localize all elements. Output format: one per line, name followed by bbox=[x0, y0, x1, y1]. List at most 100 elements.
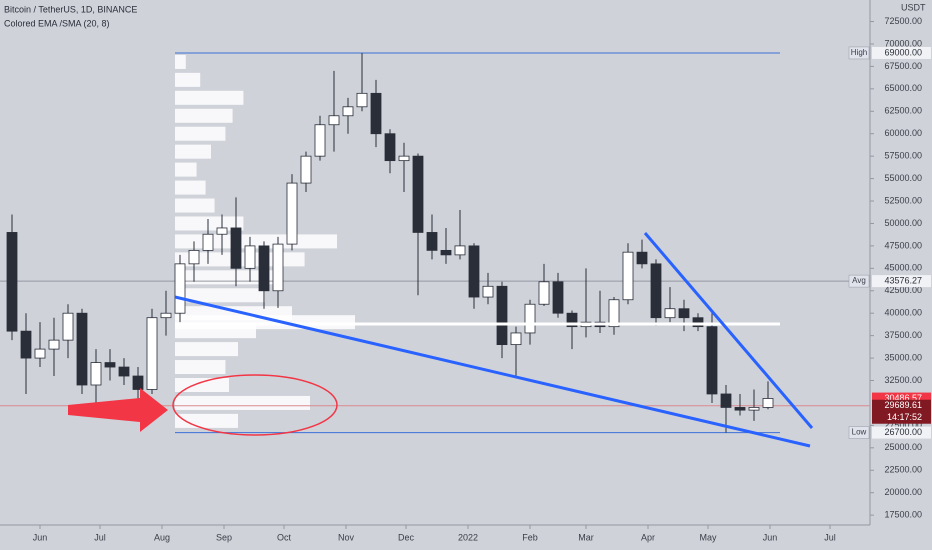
y-tick-label: 27500.00 bbox=[884, 420, 922, 430]
price-badge-label: 30486.57 bbox=[884, 393, 922, 403]
candle-body bbox=[342, 106, 354, 117]
countdown: 14:17:52 bbox=[887, 412, 922, 422]
candle-body bbox=[538, 281, 550, 305]
y-tick-label: 22500.00 bbox=[884, 465, 922, 475]
currency-label: USDT bbox=[901, 2, 926, 12]
candle-body bbox=[160, 312, 172, 319]
candle-body bbox=[454, 245, 466, 256]
candle-body bbox=[678, 308, 690, 319]
y-tick-label: 55000.00 bbox=[884, 173, 922, 183]
x-tick-label: Feb bbox=[522, 532, 538, 542]
volume-bar bbox=[175, 72, 201, 87]
price-tag-label: Avg bbox=[852, 276, 866, 285]
y-tick-label: 42500.00 bbox=[884, 285, 922, 295]
y-tick-label: 40000.00 bbox=[884, 308, 922, 318]
y-tick-label: 62500.00 bbox=[884, 106, 922, 116]
y-tick-label: 72500.00 bbox=[884, 16, 922, 26]
candle-body bbox=[90, 362, 102, 386]
candle-body bbox=[734, 407, 746, 411]
volume-bar bbox=[175, 378, 229, 392]
volume-bar bbox=[175, 306, 292, 321]
candle-body bbox=[104, 362, 116, 368]
volume-bar bbox=[175, 234, 337, 249]
x-tick-label: Jun bbox=[763, 532, 778, 542]
volume-bar bbox=[175, 54, 186, 69]
candle-body bbox=[706, 326, 718, 395]
candle-body bbox=[76, 312, 88, 386]
y-tick-label: 37500.00 bbox=[884, 330, 922, 340]
candle-body bbox=[216, 227, 228, 235]
candle-body bbox=[132, 375, 144, 390]
volume-bar bbox=[175, 395, 310, 410]
candle-body bbox=[370, 92, 382, 135]
volume-bar bbox=[175, 162, 197, 177]
volume-bar bbox=[175, 360, 226, 375]
candle-body bbox=[188, 249, 200, 265]
arrow bbox=[68, 388, 168, 432]
candle-body bbox=[272, 243, 284, 292]
price-badge-label: 26700.00 bbox=[884, 427, 922, 437]
volume-bar bbox=[175, 342, 238, 357]
candle-body bbox=[48, 339, 60, 350]
x-tick-label: Apr bbox=[641, 532, 655, 542]
indicator-title: Colored EMA /SMA (20, 8) bbox=[4, 18, 110, 28]
y-tick-label: 17500.00 bbox=[884, 510, 922, 520]
highlight-ellipse bbox=[172, 374, 338, 436]
candle-body bbox=[608, 299, 620, 328]
candle-body bbox=[314, 124, 326, 157]
candle-body bbox=[244, 245, 256, 269]
y-tick-label: 45000.00 bbox=[884, 263, 922, 273]
candle-body bbox=[34, 348, 46, 359]
x-tick-label: Jun bbox=[33, 532, 48, 542]
volume-bar bbox=[175, 90, 244, 105]
candle-body bbox=[174, 263, 186, 314]
candle-body bbox=[482, 285, 494, 298]
y-tick-label: 65000.00 bbox=[884, 83, 922, 93]
price-badge bbox=[872, 46, 931, 59]
candle-body bbox=[384, 133, 396, 162]
trend-line bbox=[643, 232, 814, 429]
candle-body bbox=[258, 245, 270, 292]
candle-body bbox=[20, 330, 32, 359]
y-tick-label: 20000.00 bbox=[884, 487, 922, 497]
candle-body bbox=[664, 308, 676, 319]
volume-bar bbox=[175, 216, 244, 231]
y-tick-label: 47500.00 bbox=[884, 240, 922, 250]
x-tick-label: 2022 bbox=[458, 532, 478, 542]
candle-body bbox=[412, 155, 424, 233]
candle-body bbox=[202, 233, 214, 251]
candle-body bbox=[398, 155, 410, 162]
symbol-title: Bitcoin / TetherUS, 1D, BINANCE bbox=[4, 4, 137, 14]
price-badge bbox=[872, 426, 931, 439]
candle-body bbox=[62, 312, 74, 341]
candle-body bbox=[118, 366, 130, 377]
candle-body bbox=[552, 281, 564, 314]
volume-bar bbox=[175, 108, 233, 123]
x-tick-label: Aug bbox=[154, 532, 170, 542]
x-tick-label: Jul bbox=[94, 532, 106, 542]
price-tag-label: High bbox=[851, 48, 867, 57]
x-tick-label: May bbox=[699, 532, 717, 542]
candle-body bbox=[524, 303, 536, 334]
x-tick-label: Nov bbox=[338, 532, 355, 542]
x-tick-label: Oct bbox=[277, 532, 292, 542]
y-tick-label: 25000.00 bbox=[884, 442, 922, 452]
candle-body bbox=[748, 407, 760, 411]
y-tick-label: 70000.00 bbox=[884, 38, 922, 48]
candle-body bbox=[510, 332, 522, 346]
y-tick-label: 32500.00 bbox=[884, 375, 922, 385]
candle-body bbox=[650, 263, 662, 319]
candle-body bbox=[6, 232, 18, 332]
candle-body bbox=[468, 245, 480, 298]
candle-body bbox=[356, 92, 368, 108]
volume-bar bbox=[175, 198, 215, 213]
price-badge-label: 69000.00 bbox=[884, 47, 922, 57]
volume-bar bbox=[175, 144, 211, 159]
candle-body bbox=[146, 317, 158, 390]
volume-bar bbox=[175, 126, 226, 141]
volume-bar bbox=[175, 180, 206, 195]
candle-body bbox=[286, 182, 298, 245]
x-tick-label: Dec bbox=[398, 532, 415, 542]
candle-body bbox=[496, 285, 508, 346]
